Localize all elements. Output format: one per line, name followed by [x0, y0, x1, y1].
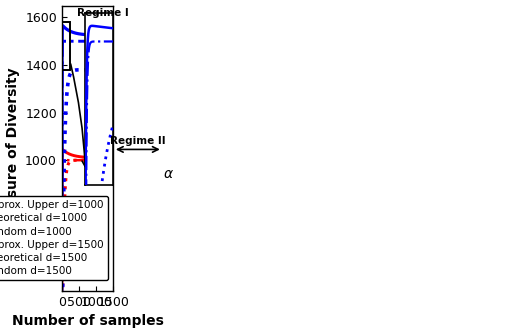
- Approx. Upper d=1000: [89, 156, 96, 160]
- Approx. Upper d=1500: [110, 33, 116, 37]
- X-axis label: Number of samples: Number of samples: [12, 314, 164, 328]
- Random d=1500: [91, 68, 98, 72]
- Approx. Upper d=1000: [100, 156, 106, 160]
- Random d=1500: [110, 68, 116, 72]
- Random d=1000: [97, 158, 103, 162]
- Line: Approx. Upper d=1500: Approx. Upper d=1500: [62, 26, 113, 231]
- Random d=1000: [91, 158, 98, 162]
- Theoretical d=1000: [97, 158, 103, 162]
- Theoretical d=1000: [78, 158, 84, 162]
- Approx. Upper d=1500: [100, 33, 106, 37]
- Theoretical d=1500: [110, 39, 116, 43]
- Bar: [62, 22, 70, 70]
- Theoretical d=1500: [89, 39, 96, 43]
- Random d=1500: [100, 68, 106, 72]
- Line: Random d=1500: Random d=1500: [62, 70, 113, 334]
- Theoretical d=1500: [61, 39, 68, 43]
- Random d=1500: [61, 152, 68, 156]
- Theoretical d=1500: [91, 39, 98, 43]
- Theoretical d=1000: [64, 158, 70, 162]
- Random d=1000: [61, 203, 68, 207]
- Theoretical d=1000: [89, 158, 96, 162]
- Line: Approx. Upper d=1000: Approx. Upper d=1000: [62, 150, 113, 291]
- Approx. Upper d=1500: [91, 33, 98, 37]
- Random d=1000: [100, 158, 106, 162]
- Approx. Upper d=1000: [110, 156, 116, 160]
- Approx. Upper d=1500: [59, 24, 66, 28]
- Random d=1000: [110, 158, 116, 162]
- Theoretical d=1500: [78, 39, 84, 43]
- Theoretical d=1000: [110, 158, 116, 162]
- Theoretical d=1000: [91, 158, 98, 162]
- Approx. Upper d=1000: [97, 156, 103, 160]
- Legend: Approx. Upper d=1000, Theoretical d=1000, Random d=1000, Approx. Upper d=1500, T: Approx. Upper d=1000, Theoretical d=1000…: [0, 196, 108, 280]
- Y-axis label: Measure of Diversity: Measure of Diversity: [6, 67, 19, 229]
- Approx. Upper d=1500: [78, 32, 84, 36]
- Approx. Upper d=1000: [59, 148, 66, 152]
- Approx. Upper d=1500: [59, 229, 65, 233]
- Theoretical d=1500: [100, 39, 106, 43]
- Theoretical d=1000: [61, 158, 68, 162]
- Random d=1000: [89, 158, 96, 162]
- Approx. Upper d=1000: [61, 149, 68, 153]
- Line: Theoretical d=1000: Theoretical d=1000: [62, 160, 113, 334]
- Random d=1500: [97, 68, 103, 72]
- Approx. Upper d=1000: [91, 156, 98, 160]
- Line: Random d=1000: Random d=1000: [62, 160, 113, 334]
- Approx. Upper d=1500: [89, 33, 96, 37]
- Random d=1500: [89, 68, 96, 72]
- Approx. Upper d=1000: [59, 289, 65, 293]
- Theoretical d=1500: [97, 39, 103, 43]
- Random d=1000: [78, 158, 84, 162]
- Approx. Upper d=1500: [61, 25, 68, 29]
- Theoretical d=1500: [63, 39, 69, 43]
- Theoretical d=1000: [100, 158, 106, 162]
- Random d=1500: [78, 68, 84, 72]
- Random d=1000: [110, 158, 116, 162]
- Approx. Upper d=1500: [97, 33, 103, 37]
- Approx. Upper d=1000: [78, 155, 84, 159]
- Line: Theoretical d=1500: Theoretical d=1500: [62, 41, 113, 334]
